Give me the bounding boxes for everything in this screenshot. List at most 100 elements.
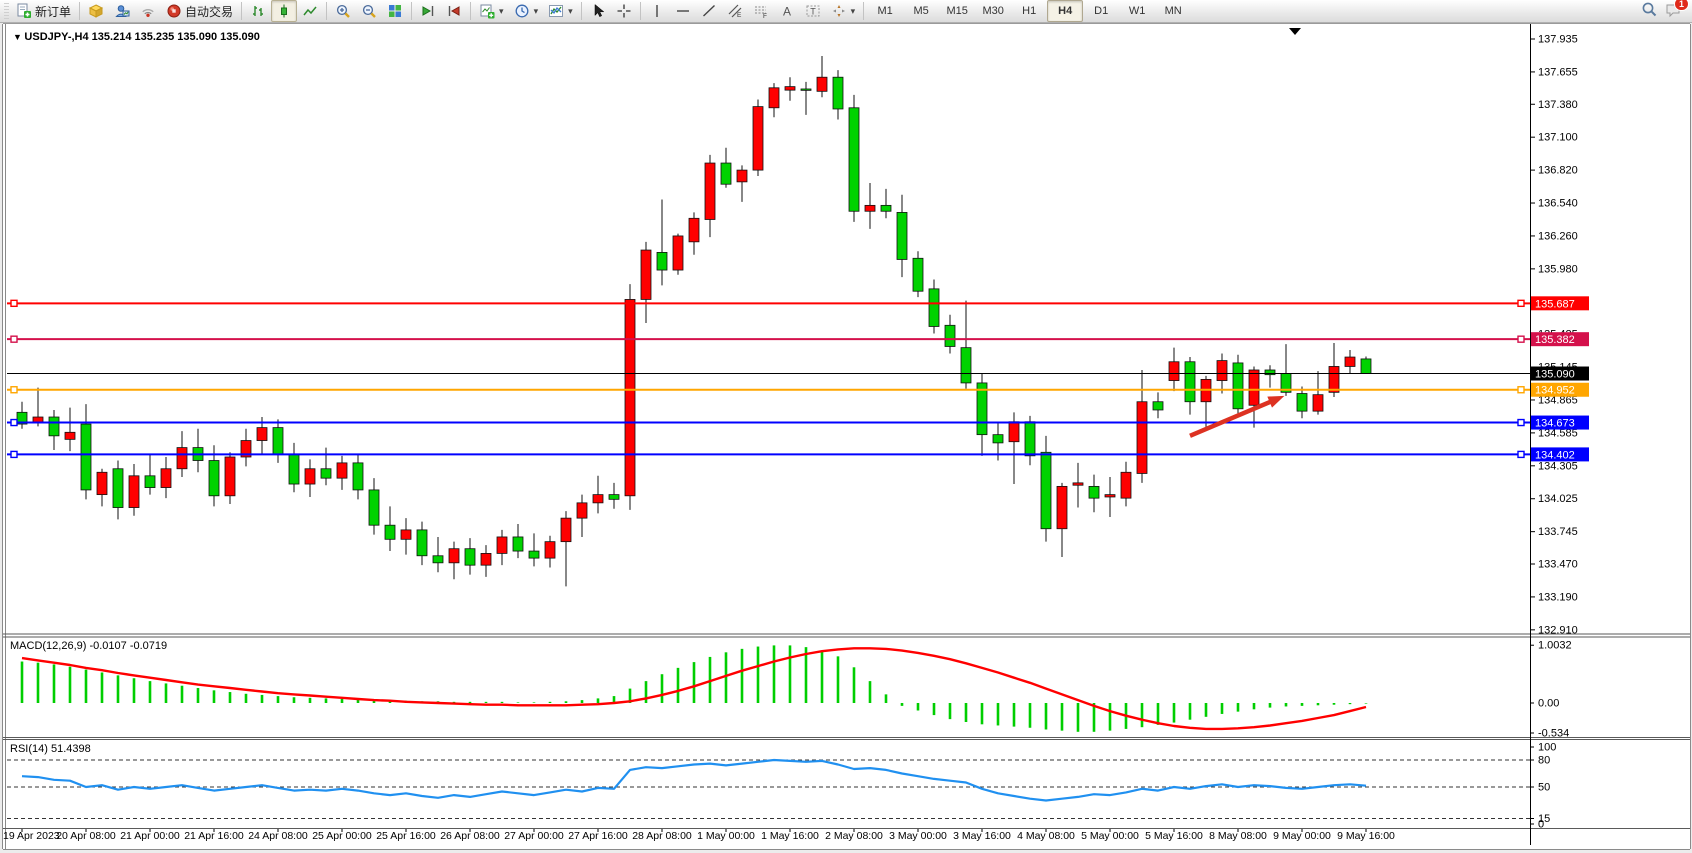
- arrows-dropdown-caret[interactable]: ▾: [850, 5, 856, 16]
- candle-body[interactable]: [640, 249, 652, 300]
- candle-body[interactable]: [608, 494, 620, 500]
- candle-body[interactable]: [1312, 394, 1324, 412]
- candle-body[interactable]: [592, 494, 604, 504]
- candle-body[interactable]: [576, 502, 588, 519]
- fibonacci-tool-button[interactable]: F: [748, 0, 774, 22]
- candle-body[interactable]: [752, 106, 764, 171]
- candle-body[interactable]: [896, 212, 908, 260]
- candle-body[interactable]: [64, 431, 76, 440]
- timeframe-MN[interactable]: MN: [1164, 5, 1182, 17]
- candle-body[interactable]: [464, 548, 476, 566]
- new-chart-button[interactable]: ▾: [474, 0, 509, 22]
- annotation-arrow[interactable]: [1189, 398, 1275, 438]
- candle-body[interactable]: [832, 76, 844, 110]
- candle-body[interactable]: [960, 347, 972, 384]
- candle-body[interactable]: [1136, 401, 1148, 474]
- candle-body[interactable]: [80, 423, 92, 491]
- candle-body[interactable]: [48, 416, 60, 437]
- candle-body[interactable]: [1040, 451, 1052, 530]
- candle-body[interactable]: [16, 411, 28, 425]
- arrows-tool-button[interactable]: ▾: [826, 0, 861, 22]
- line-handle[interactable]: [1517, 450, 1525, 459]
- line-handle[interactable]: [10, 386, 18, 394]
- candle-body[interactable]: [560, 517, 572, 543]
- candle-body[interactable]: [912, 257, 924, 292]
- candle-body[interactable]: [336, 462, 348, 479]
- profile-button[interactable]: [109, 0, 135, 22]
- new-order-button[interactable]: 新订单: [11, 0, 76, 22]
- candle-body[interactable]: [144, 475, 156, 488]
- candle-body[interactable]: [1088, 485, 1100, 499]
- text-tool-button[interactable]: A: [774, 0, 800, 22]
- candle-body[interactable]: [1264, 369, 1276, 376]
- timeframe-M5[interactable]: M5: [913, 5, 929, 17]
- candle-body[interactable]: [816, 76, 828, 92]
- timeframe-D1[interactable]: D1: [1094, 5, 1109, 17]
- candle-body[interactable]: [512, 536, 524, 552]
- candlestick-mode-button[interactable]: [271, 0, 298, 22]
- candle-body[interactable]: [496, 536, 508, 554]
- candle-body[interactable]: [1024, 421, 1036, 457]
- zoom-out-button[interactable]: [356, 0, 382, 22]
- candle-body[interactable]: [256, 427, 268, 441]
- candle-body[interactable]: [1232, 362, 1244, 410]
- chart-shift-marker[interactable]: [1289, 28, 1301, 35]
- candle-body[interactable]: [416, 529, 428, 557]
- candle-body[interactable]: [864, 204, 876, 212]
- candle-body[interactable]: [1344, 356, 1356, 367]
- candle-body[interactable]: [736, 169, 748, 183]
- candle-body[interactable]: [1248, 369, 1260, 406]
- indicators-dropdown-caret[interactable]: ▾: [568, 5, 573, 16]
- candle-body[interactable]: [1104, 494, 1116, 498]
- candle-body[interactable]: [1008, 421, 1020, 443]
- candle-body[interactable]: [368, 489, 380, 526]
- candle-body[interactable]: [1216, 360, 1228, 381]
- candle-body[interactable]: [944, 324, 956, 347]
- candle-body[interactable]: [1168, 361, 1180, 381]
- timeframe-W1[interactable]: W1: [1128, 5, 1146, 17]
- periods-dropdown-caret[interactable]: ▾: [533, 5, 539, 16]
- candle-body[interactable]: [384, 524, 396, 540]
- line-handle[interactable]: [1517, 418, 1525, 427]
- bar-chart-mode-button[interactable]: [245, 0, 271, 22]
- indicators-button[interactable]: ▾: [543, 0, 578, 22]
- candle-body[interactable]: [848, 107, 860, 212]
- candle-body[interactable]: [800, 88, 812, 91]
- candle-body[interactable]: [992, 434, 1004, 444]
- trendline-tool-button[interactable]: [696, 0, 722, 22]
- toolbar-drag-handle[interactable]: [4, 3, 9, 19]
- candle-body[interactable]: [304, 468, 316, 485]
- candle-body[interactable]: [448, 548, 460, 564]
- candle-body[interactable]: [1056, 485, 1068, 530]
- candle-body[interactable]: [1360, 358, 1372, 374]
- vertical-line-tool-button[interactable]: [644, 0, 670, 22]
- text-label-tool-button[interactable]: T: [800, 0, 826, 22]
- candle-body[interactable]: [976, 382, 988, 436]
- candle-body[interactable]: [432, 555, 444, 564]
- candle-body[interactable]: [352, 462, 364, 491]
- line-handle[interactable]: [10, 299, 18, 308]
- timeframe-M15[interactable]: M15: [946, 5, 968, 17]
- candle-body[interactable]: [400, 529, 412, 540]
- candle-body[interactable]: [928, 288, 940, 327]
- candle-body[interactable]: [720, 162, 732, 185]
- timeframe-M30[interactable]: M30: [982, 5, 1004, 17]
- timeframe-M1[interactable]: M1: [877, 5, 893, 17]
- timeframe-H1[interactable]: H1: [1022, 5, 1037, 17]
- signal-button[interactable]: [135, 0, 161, 22]
- chart-shift-button[interactable]: [441, 0, 467, 22]
- horizontal-line-tool-button[interactable]: [670, 0, 696, 22]
- candle-body[interactable]: [1296, 393, 1308, 412]
- new-chart-dropdown-caret[interactable]: ▾: [499, 5, 504, 16]
- candle-body[interactable]: [880, 204, 892, 212]
- candle-body[interactable]: [112, 468, 124, 508]
- candle-body[interactable]: [544, 541, 556, 559]
- market-watch-button[interactable]: [83, 0, 109, 22]
- candle-body[interactable]: [128, 475, 140, 508]
- line-handle[interactable]: [1517, 335, 1525, 343]
- candle-body[interactable]: [1328, 366, 1340, 393]
- candle-body[interactable]: [624, 299, 636, 497]
- tile-windows-button[interactable]: [382, 0, 408, 22]
- candle-body[interactable]: [208, 460, 220, 497]
